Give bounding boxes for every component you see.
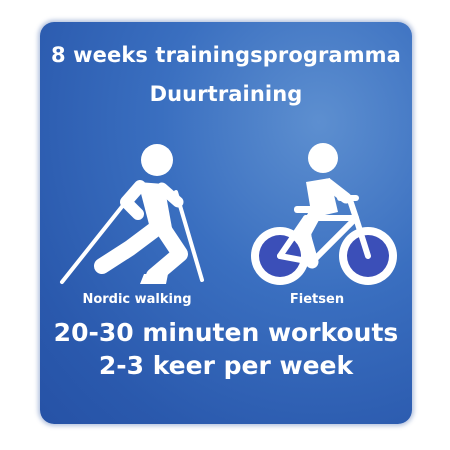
activity-label-nordic-walking: Nordic walking	[82, 292, 192, 307]
activity-label-fietsen: Fietsen	[289, 292, 345, 307]
activity-icons	[60, 143, 397, 285]
workout-duration: 20-30 minuten workouts	[53, 318, 399, 347]
program-title: 8 weeks trainingsprogramma	[51, 43, 401, 67]
nordic-walking-icon	[60, 144, 204, 284]
cycling-icon	[251, 143, 397, 285]
training-card: 8 weeks trainingsprogramma Duurtraining	[40, 22, 412, 424]
workout-frequency: 2-3 keer per week	[98, 351, 354, 380]
program-subtitle: Duurtraining	[149, 82, 303, 106]
